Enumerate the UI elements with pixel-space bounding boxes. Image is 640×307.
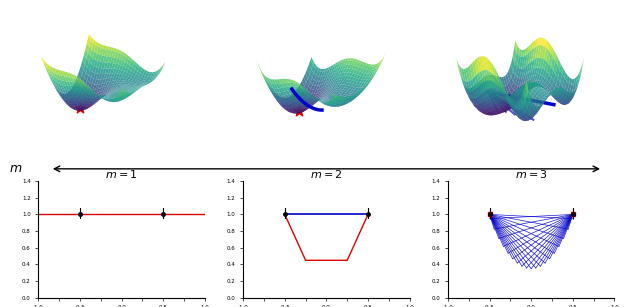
Title: $m=3$: $m=3$ <box>515 168 547 180</box>
Title: $m=2$: $m=2$ <box>310 168 342 180</box>
Title: $m=1$: $m=1$ <box>106 168 138 180</box>
Text: $m$: $m$ <box>10 162 22 175</box>
